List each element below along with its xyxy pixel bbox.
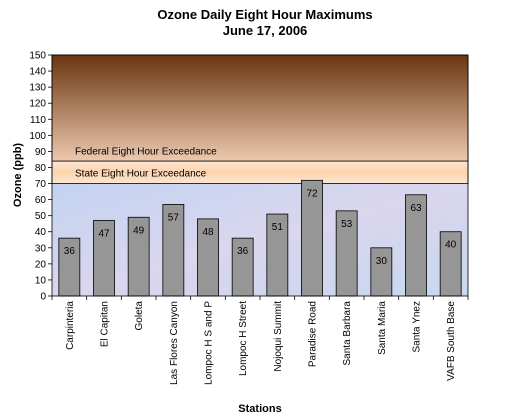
x-tick-label: Lompoc H S and P <box>204 301 215 385</box>
y-tick-label: 140 <box>29 67 46 78</box>
x-tick-label: Nojoqui Summit <box>273 301 284 372</box>
bar-value-label: 47 <box>98 228 110 239</box>
y-tick-label: 60 <box>35 195 47 206</box>
bar-value-label: 53 <box>341 219 353 230</box>
bar-value-label: 30 <box>376 256 388 267</box>
chart-subtitle: June 17, 2006 <box>223 23 308 38</box>
x-tick-label: Santa Maria <box>377 301 388 355</box>
state-band-label: State Eight Hour Exceedance <box>75 168 207 179</box>
x-tick-label: Santa Barbara <box>342 301 353 366</box>
y-tick-label: 40 <box>35 227 47 238</box>
x-tick-label: VAFB South Base <box>446 301 457 381</box>
y-tick-label: 80 <box>35 163 47 174</box>
bar-value-label: 57 <box>168 212 180 223</box>
y-tick-label: 130 <box>29 83 46 94</box>
x-tick-label: El Capitan <box>100 301 111 347</box>
bar-value-label: 72 <box>306 188 318 199</box>
chart-title: Ozone Daily Eight Hour Maximums <box>157 7 372 22</box>
federal-band-label: Federal Eight Hour Exceedance <box>75 147 217 158</box>
bar-value-label: 63 <box>410 203 422 214</box>
y-tick-label: 10 <box>35 275 47 286</box>
y-tick-label: 0 <box>40 292 46 303</box>
bar-value-label: 49 <box>133 225 145 236</box>
x-tick-labels: Carpinteria El Capitan Goleta Las Flores Ca… <box>51 296 469 385</box>
x-tick-label: Santa Ynez <box>412 301 423 353</box>
bar-value-label: 48 <box>202 227 214 238</box>
bar-value-label: 51 <box>272 222 284 233</box>
bars: 36 47 49 57 48 36 51 72 53 30 63 40 <box>58 179 462 297</box>
y-axis-title: Ozone (ppb) <box>12 143 24 207</box>
below-standard-region <box>52 183 468 296</box>
y-tick-label: 30 <box>35 243 47 254</box>
plot-area <box>52 183 468 296</box>
x-axis-title: Stations <box>238 403 281 415</box>
y-tick-label: 110 <box>30 115 46 126</box>
y-tick-label: 150 <box>29 51 46 62</box>
y-tick-label: 90 <box>35 147 47 158</box>
y-tick-labels: 0 10 20 30 40 50 60 70 80 90 100 110 120 130 140 150 <box>29 51 52 303</box>
y-tick-label: 70 <box>35 179 47 190</box>
federal-exceedance-band <box>51 54 469 162</box>
x-tick-label: Carpinteria <box>65 301 76 350</box>
x-tick-label: Goleta <box>134 301 145 331</box>
x-tick-label: Las Flores Canyon <box>169 301 180 385</box>
y-tick-label: 100 <box>29 131 46 142</box>
bar-value-label: 36 <box>64 246 76 257</box>
y-tick-label: 20 <box>35 259 47 270</box>
x-tick-label: Paradise Road <box>308 301 319 367</box>
bar-value-label: 36 <box>237 246 249 257</box>
y-tick-label: 120 <box>29 99 46 110</box>
exceedance-bands: State Eight Hour Exceedance Federal Eight… <box>51 54 469 184</box>
y-tick-label: 50 <box>35 211 47 222</box>
x-tick-label: Lompoc H Street <box>238 301 249 376</box>
bar-value-label: 40 <box>445 240 457 251</box>
